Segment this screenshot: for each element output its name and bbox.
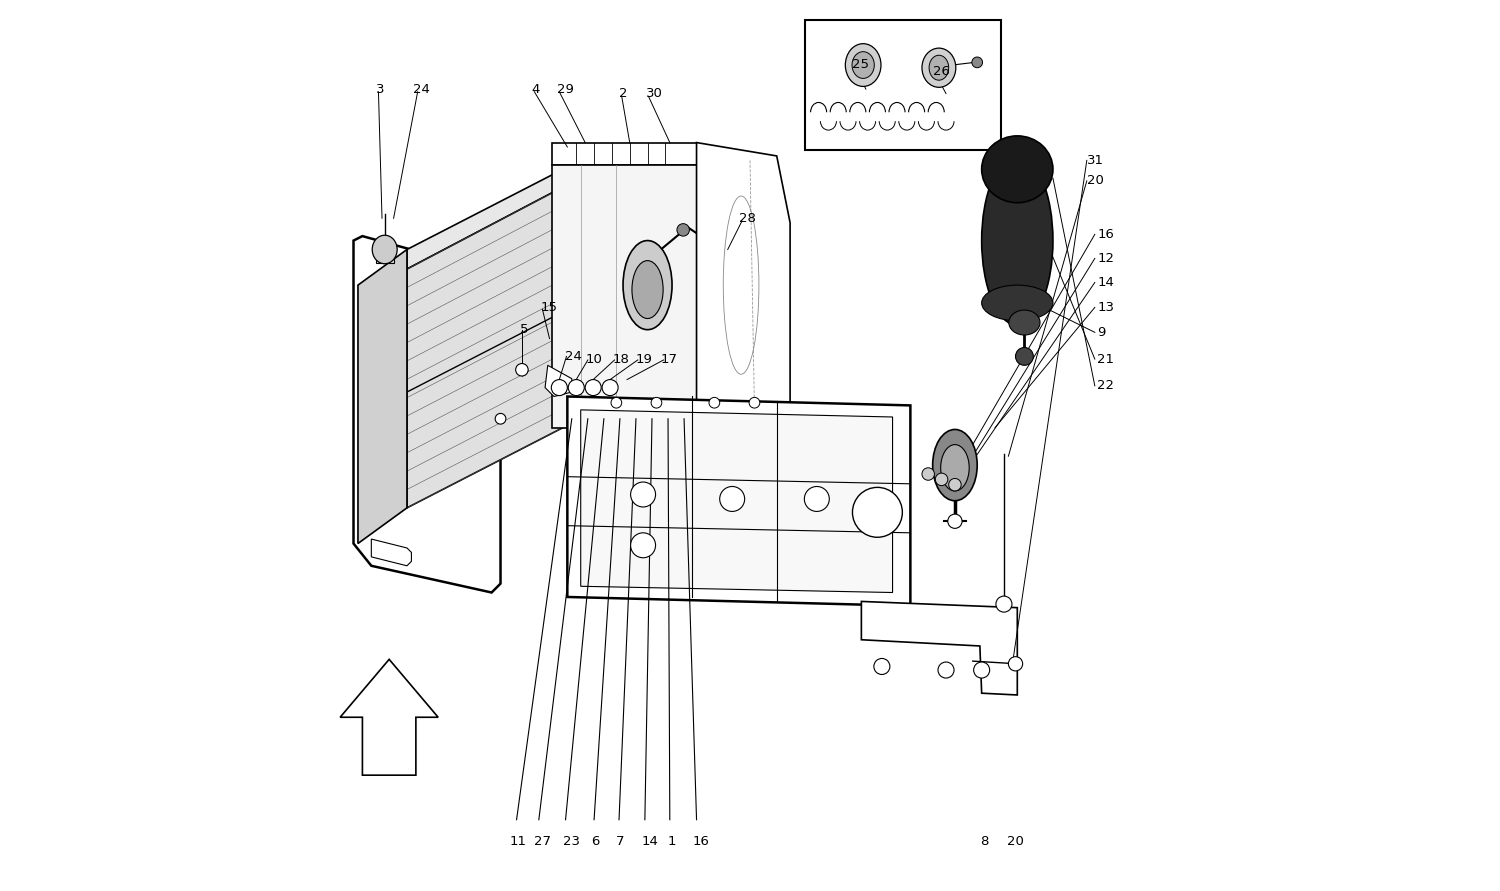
Text: 22: 22: [1098, 380, 1114, 392]
Text: 13: 13: [1098, 301, 1114, 314]
Circle shape: [938, 662, 954, 678]
Polygon shape: [354, 236, 501, 593]
Text: 2: 2: [620, 87, 627, 100]
Circle shape: [552, 380, 567, 396]
Circle shape: [748, 397, 760, 408]
Polygon shape: [358, 249, 407, 544]
Circle shape: [996, 596, 1012, 612]
Text: 6: 6: [591, 836, 600, 848]
Circle shape: [974, 662, 990, 678]
Circle shape: [710, 397, 720, 408]
Ellipse shape: [981, 135, 1053, 203]
Text: 8: 8: [980, 836, 988, 848]
Text: 3: 3: [376, 83, 384, 95]
Ellipse shape: [922, 48, 956, 87]
Text: 26: 26: [933, 65, 950, 78]
Ellipse shape: [933, 429, 976, 501]
Circle shape: [676, 224, 690, 236]
Ellipse shape: [632, 260, 663, 318]
Ellipse shape: [372, 235, 398, 264]
Polygon shape: [372, 539, 411, 566]
Text: 16: 16: [1098, 228, 1114, 241]
Ellipse shape: [940, 445, 969, 491]
Polygon shape: [406, 169, 562, 269]
Polygon shape: [544, 365, 572, 396]
Polygon shape: [580, 410, 892, 593]
Circle shape: [948, 514, 962, 528]
Text: 29: 29: [556, 83, 573, 95]
Polygon shape: [861, 601, 1017, 695]
Text: 27: 27: [534, 836, 552, 848]
Circle shape: [651, 397, 662, 408]
Ellipse shape: [928, 55, 948, 80]
Circle shape: [516, 364, 528, 376]
Circle shape: [852, 487, 903, 537]
Text: 12: 12: [1098, 252, 1114, 265]
Circle shape: [972, 57, 982, 68]
Circle shape: [610, 397, 621, 408]
Text: 11: 11: [510, 836, 526, 848]
Text: 21: 21: [1098, 353, 1114, 365]
Circle shape: [630, 482, 656, 507]
Bar: [806, 20, 1002, 150]
Circle shape: [874, 658, 890, 674]
Ellipse shape: [846, 44, 880, 86]
Text: 17: 17: [662, 354, 678, 366]
Text: 20: 20: [1007, 836, 1023, 848]
Text: 18: 18: [614, 354, 630, 366]
Text: 9: 9: [1098, 326, 1106, 339]
Ellipse shape: [981, 156, 1053, 325]
Circle shape: [804, 486, 830, 511]
Text: 20: 20: [1088, 175, 1104, 187]
Text: 28: 28: [740, 212, 756, 225]
Text: 30: 30: [646, 87, 663, 100]
Polygon shape: [696, 143, 790, 428]
Bar: [376, 245, 393, 263]
Circle shape: [495, 413, 506, 424]
Text: 24: 24: [413, 83, 430, 95]
Text: 25: 25: [852, 58, 870, 70]
Ellipse shape: [981, 285, 1053, 321]
Polygon shape: [552, 165, 696, 428]
Circle shape: [922, 468, 934, 480]
Text: 1: 1: [668, 836, 676, 848]
Circle shape: [568, 380, 585, 396]
Polygon shape: [406, 187, 562, 508]
Circle shape: [1016, 347, 1034, 365]
Polygon shape: [567, 396, 910, 606]
Ellipse shape: [852, 52, 874, 78]
Text: 14: 14: [642, 836, 658, 848]
Text: 15: 15: [540, 301, 558, 314]
Text: 10: 10: [586, 354, 603, 366]
Circle shape: [936, 473, 948, 486]
Polygon shape: [340, 659, 438, 775]
Circle shape: [1008, 657, 1023, 671]
Text: 19: 19: [636, 354, 652, 366]
Circle shape: [948, 478, 962, 491]
Text: 24: 24: [564, 350, 582, 363]
Polygon shape: [552, 143, 696, 165]
Text: 7: 7: [616, 836, 626, 848]
Text: 4: 4: [531, 83, 540, 95]
Text: 23: 23: [562, 836, 580, 848]
Text: 5: 5: [520, 323, 528, 336]
Text: 14: 14: [1098, 276, 1114, 289]
Circle shape: [585, 380, 602, 396]
Circle shape: [630, 533, 656, 558]
Circle shape: [602, 380, 618, 396]
Text: 31: 31: [1088, 154, 1104, 167]
Ellipse shape: [1010, 310, 1040, 335]
Circle shape: [720, 486, 744, 511]
Ellipse shape: [622, 241, 672, 330]
Text: 16: 16: [693, 836, 709, 848]
